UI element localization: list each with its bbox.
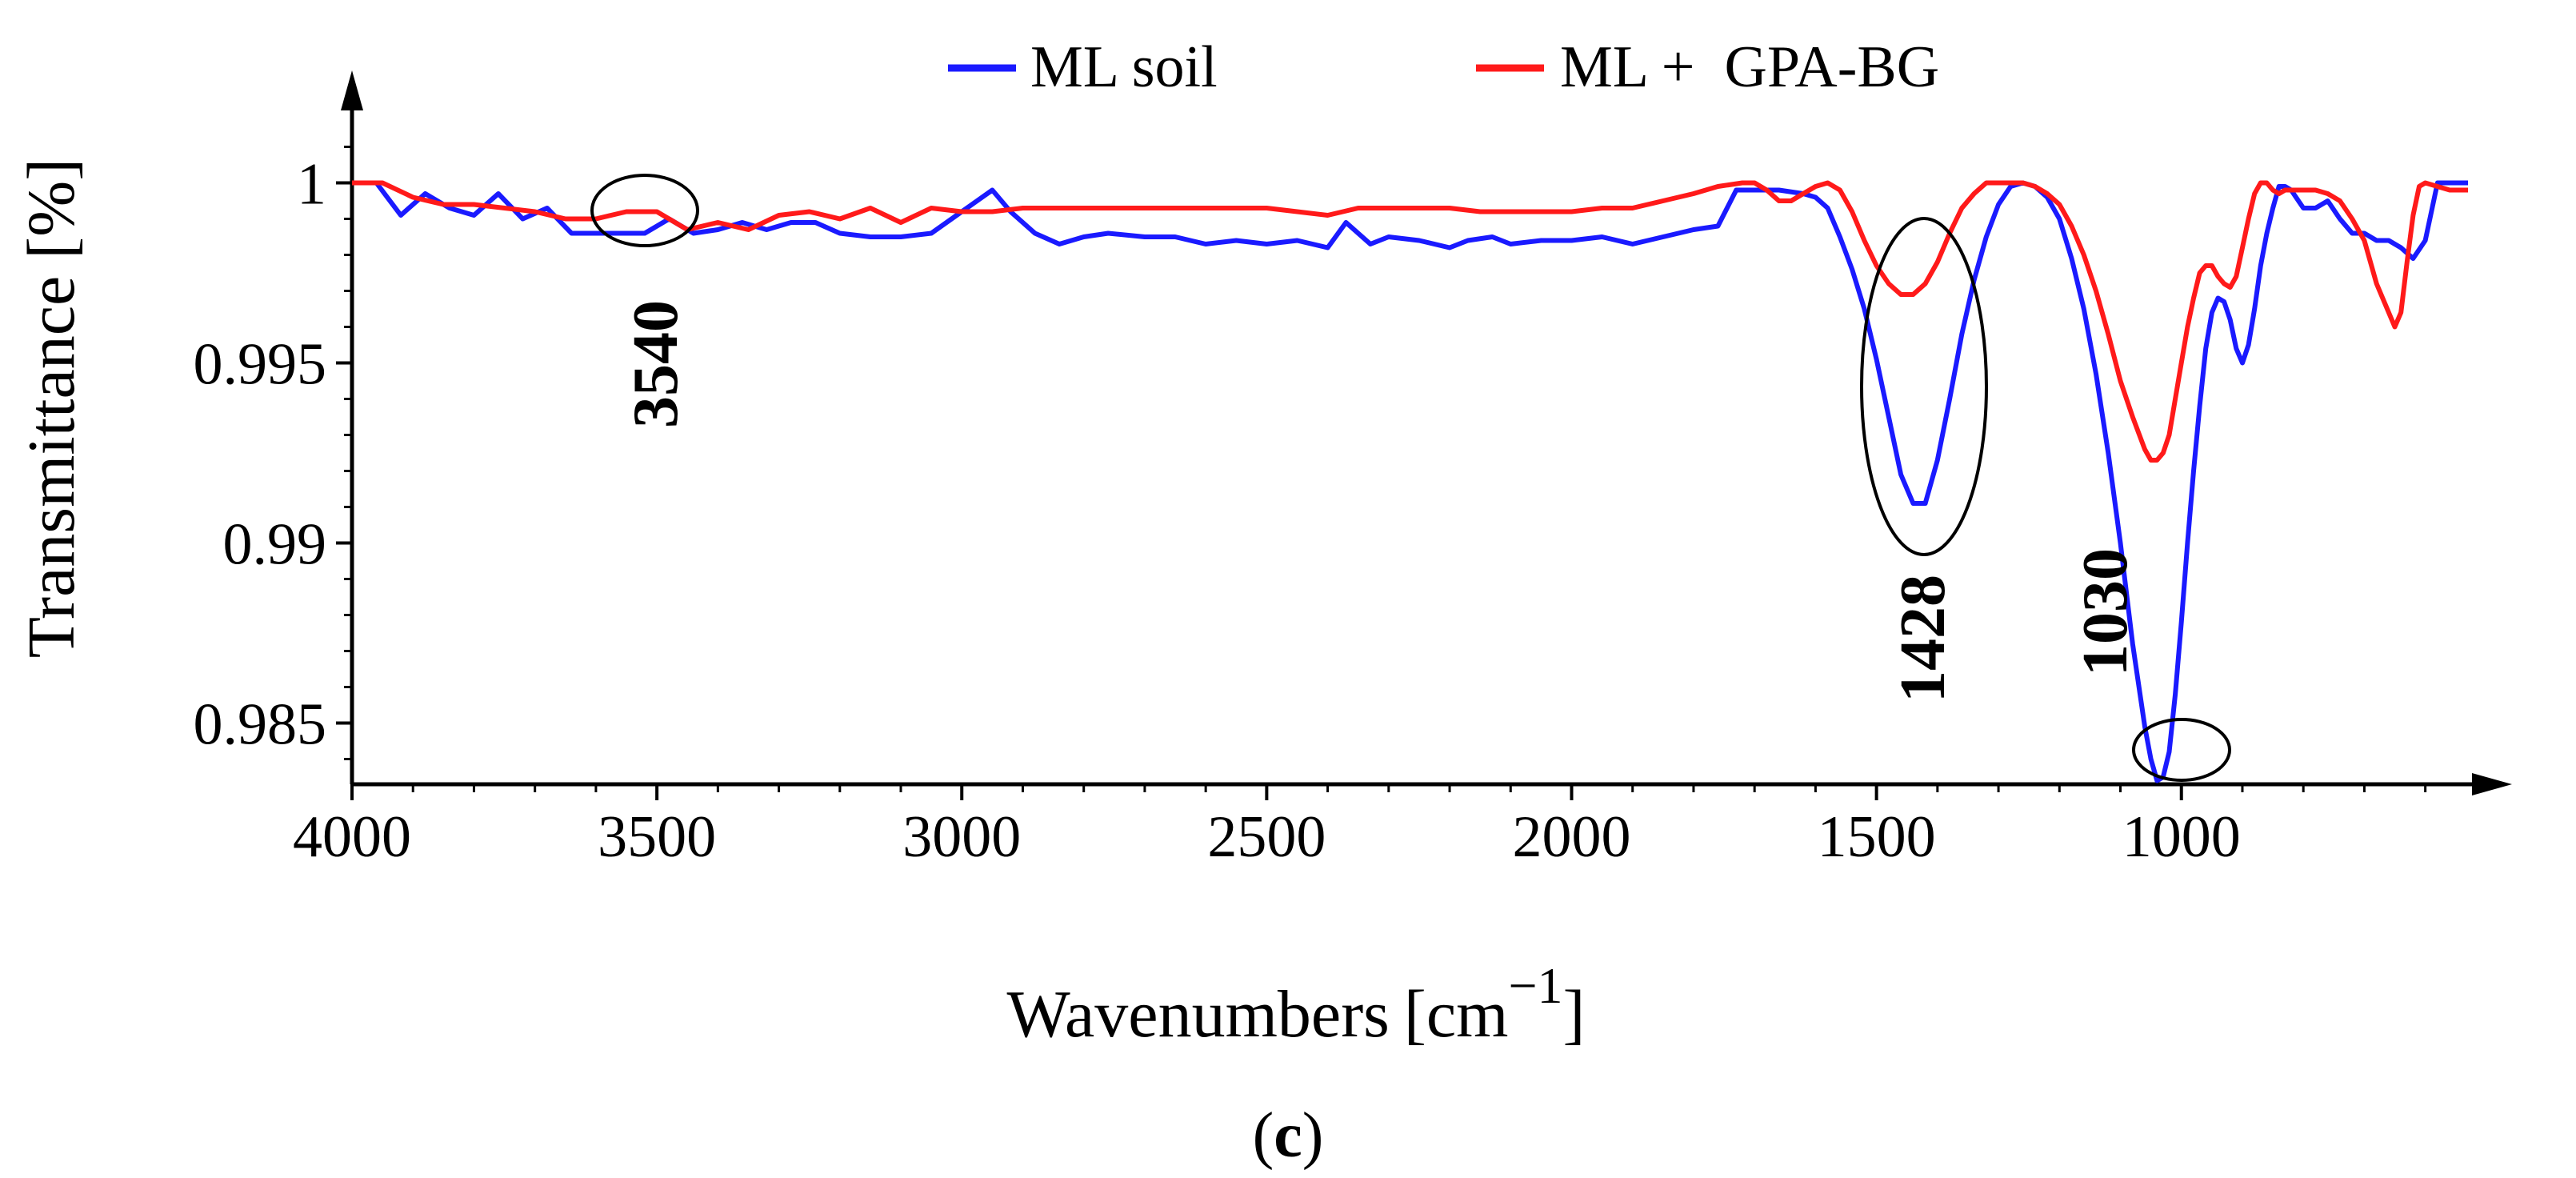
annotation-ellipse-1030: [2132, 718, 2231, 782]
panel-label-close: ): [1302, 1100, 1324, 1171]
x-tick-label: 2000: [1512, 804, 1630, 870]
x-tick-label: 1500: [1818, 804, 1936, 870]
y-tick-label: 0.985: [194, 692, 327, 758]
panel-label-letter: c: [1274, 1100, 1302, 1171]
y-axis-arrow: [341, 70, 363, 110]
x-tick-label: 3000: [902, 804, 1021, 870]
legend-label-ml-gpa-bg: ML + GPA-BG: [1560, 34, 1939, 100]
x-tick-label: 3500: [598, 804, 716, 870]
x-tick-label: 1000: [2122, 804, 2241, 870]
x-tick-label: 2500: [1207, 804, 1326, 870]
x-axis-title: Wavenumbers [cm−1]: [1006, 957, 1585, 1052]
x-axis-unit-open: [cm: [1404, 977, 1509, 1052]
series-line-ml-soil: [352, 180, 2468, 783]
y-tick-label: 1: [297, 152, 326, 218]
y-tick-label: 0.99: [223, 512, 327, 578]
x-axis-unit-sup: −1: [1508, 957, 1562, 1014]
x-axis-ticks: 4000 3500 3000 2500 2000 1500 1000: [293, 784, 2427, 870]
panel-label: (c): [1253, 1100, 1324, 1171]
y-axis-title: Transmittance [%]: [14, 158, 89, 658]
panel-label-open: (: [1253, 1100, 1274, 1171]
x-axis-unit-close: ]: [1563, 977, 1586, 1052]
legend-label-ml-soil: ML soil: [1030, 34, 1218, 100]
annotation-label-1030: 1030: [2070, 548, 2141, 676]
x-tick-label: 4000: [293, 804, 411, 870]
y-tick-label: 0.995: [194, 332, 327, 398]
annotation-label-1428: 1428: [1888, 575, 1958, 703]
y-axis-ticks: 0.985 0.99 0.995 1: [194, 146, 352, 760]
series-line-ml-gpa-bg: [352, 180, 2468, 463]
annotation-label-3540: 3540: [621, 300, 691, 428]
legend: ML soil ML + GPA-BG: [948, 34, 1939, 100]
annotation-ellipse-3540: [590, 174, 699, 247]
x-axis-arrow: [2472, 773, 2512, 795]
x-axis-title-main: Wavenumbers: [1006, 977, 1389, 1052]
annotation-ellipse-1428: [1860, 217, 1988, 556]
